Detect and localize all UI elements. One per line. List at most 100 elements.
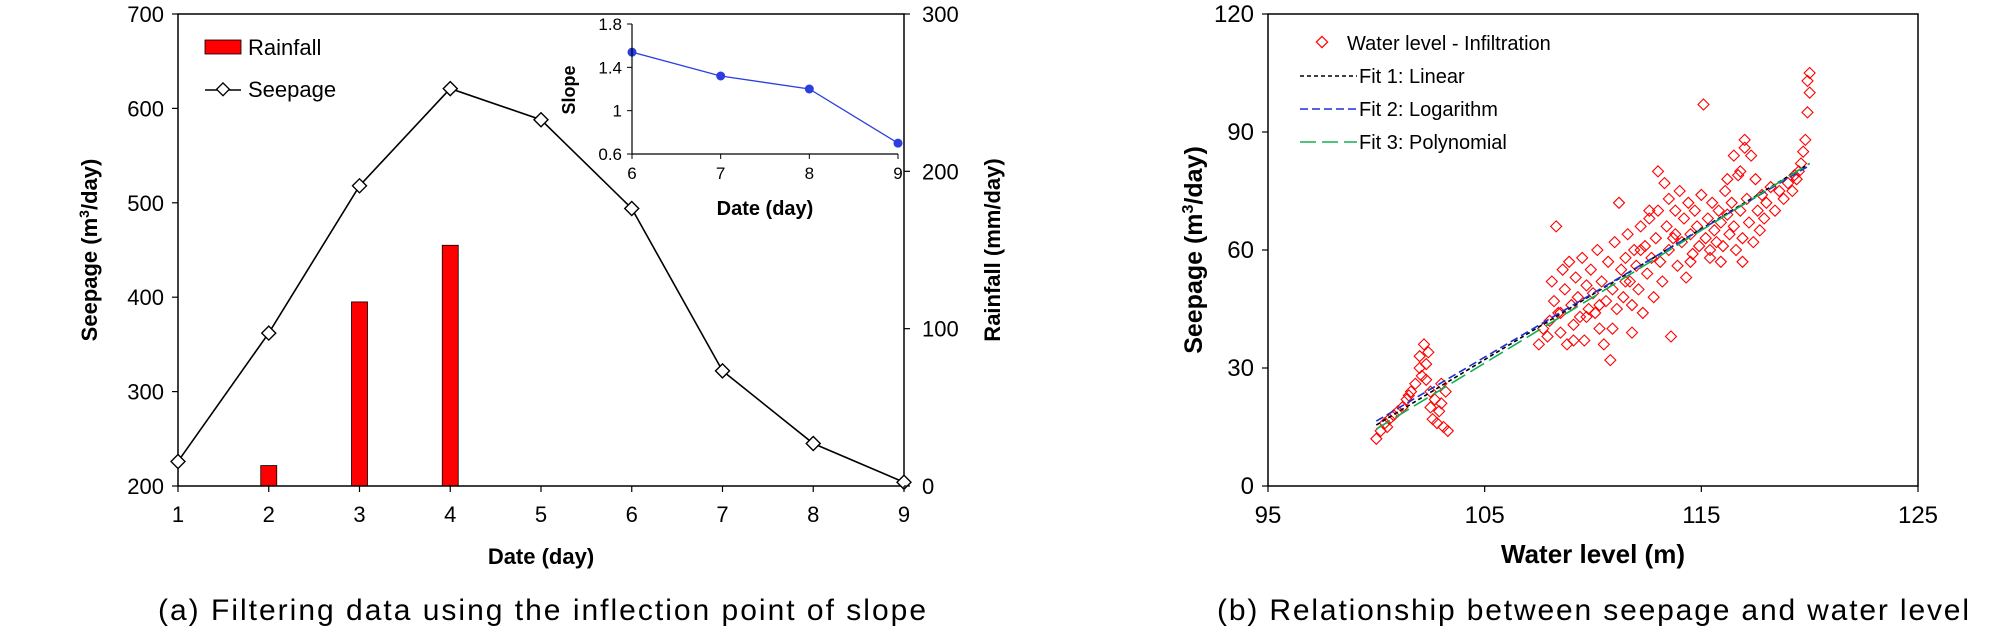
water-level-point — [1573, 310, 1587, 324]
water-level-point — [1567, 334, 1580, 347]
water-level-point — [1688, 204, 1702, 217]
water-level-point — [1664, 330, 1678, 343]
water-level-point — [1597, 338, 1611, 351]
water-level-point — [1619, 251, 1632, 265]
legend-scatter-label: Water level - Infiltration — [1347, 33, 1551, 55]
water-level-point — [1593, 322, 1606, 335]
water-level-point — [1647, 290, 1660, 304]
seepage-point — [805, 435, 822, 452]
x-tick-label: 95 — [1255, 502, 1282, 529]
y-left-tick-label: 600 — [127, 96, 164, 121]
panel-b-legend: Water level - Infiltration Fit 1: Linear… — [1300, 33, 1551, 154]
inset-x-tick-label: 9 — [893, 164, 902, 183]
water-level-point — [1788, 168, 1801, 182]
water-level-point — [1738, 141, 1751, 155]
water-level-point — [1430, 416, 1444, 430]
seepage-point — [260, 325, 277, 342]
panel-b-y-axis-title: Seepage (m3/day) — [1180, 146, 1208, 354]
inset-x-tick-label: 7 — [716, 164, 725, 183]
water-level-point — [1653, 255, 1667, 269]
water-level-point — [1604, 353, 1617, 367]
seepage-point — [623, 200, 640, 217]
water-level-point — [1747, 235, 1760, 249]
water-level-point — [1435, 397, 1448, 410]
fit-lines — [1375, 162, 1811, 430]
water-level-point — [1714, 255, 1728, 269]
water-level-point — [1428, 393, 1442, 406]
rainfall-bar — [441, 244, 459, 487]
y-tick-label: 30 — [1227, 355, 1254, 382]
water-level-point — [1716, 239, 1730, 253]
water-level-point — [1617, 290, 1630, 304]
seepage-point — [442, 80, 459, 97]
seepage-point — [714, 362, 731, 379]
water-level-point — [1621, 227, 1634, 241]
water-level-point — [1727, 149, 1741, 162]
inset-x-tick-label: 6 — [627, 164, 636, 183]
water-level-infiltration-points — [1370, 66, 1816, 446]
water-level-point — [1591, 243, 1604, 257]
water-level-point — [1662, 243, 1676, 257]
water-level-point — [1736, 255, 1749, 269]
slope-point — [716, 71, 726, 81]
panel-b-y-ticks: 0 30 60 90 120 — [1214, 1, 1268, 500]
x-tick-label: 8 — [807, 502, 819, 527]
fit-line-3 — [1375, 162, 1811, 430]
water-level-point — [1656, 275, 1669, 288]
water-level-point — [1790, 172, 1803, 186]
water-level-point — [1796, 145, 1810, 158]
y-left-tick-label: 200 — [127, 474, 164, 499]
water-level-point — [1753, 224, 1767, 237]
water-level-point — [1729, 243, 1743, 257]
water-level-point — [1677, 212, 1691, 225]
slope-line — [631, 51, 899, 144]
water-level-point — [1742, 216, 1756, 229]
inset-y-tick-label: 1.8 — [598, 15, 622, 34]
inset-y-tick-label: 0.6 — [598, 145, 622, 164]
water-level-point — [1777, 192, 1790, 206]
slope-point — [804, 84, 814, 94]
water-level-point — [1601, 255, 1615, 269]
water-level-point — [1417, 338, 1431, 351]
water-level-point — [1630, 259, 1643, 273]
x-tick-label: 105 — [1465, 502, 1505, 529]
water-level-point — [1803, 66, 1816, 80]
water-level-point — [1725, 196, 1738, 210]
water-level-point — [1593, 298, 1606, 312]
water-level-point — [1549, 220, 1563, 233]
water-level-point — [1614, 263, 1628, 276]
x-tick-label: 9 — [898, 502, 910, 527]
water-level-point — [1738, 133, 1751, 147]
water-level-point — [1760, 196, 1773, 210]
water-level-point — [1660, 220, 1673, 233]
legend-fit2-label: Fit 2: Logarithm — [1359, 99, 1498, 121]
water-level-point — [1623, 275, 1637, 288]
water-level-point — [1727, 220, 1741, 233]
seepage-point — [170, 453, 186, 470]
panel-a-x-axis-title: Date (day) — [488, 544, 594, 569]
water-level-point — [1608, 235, 1621, 249]
legend-scatter-marker — [1315, 35, 1329, 49]
y-right-tick-label: 0 — [922, 474, 934, 499]
water-level-point — [1610, 302, 1624, 316]
water-level-point — [1703, 243, 1717, 257]
water-level-point — [1554, 326, 1567, 339]
water-level-point — [1422, 345, 1435, 359]
x-tick-label: 4 — [444, 502, 456, 527]
water-level-point — [1606, 322, 1619, 335]
x-tick-label: 125 — [1898, 502, 1938, 529]
water-level-point — [1751, 204, 1764, 217]
panel-b-x-axis-title: Water level (m) — [1501, 539, 1685, 569]
water-level-point — [1651, 165, 1665, 178]
water-level-point — [1413, 349, 1426, 363]
seepage-point — [533, 111, 549, 128]
water-level-point — [1580, 310, 1593, 324]
water-level-point — [1755, 188, 1769, 202]
water-level-point — [1697, 98, 1710, 111]
water-level-point — [1632, 283, 1645, 296]
water-level-point — [1786, 184, 1799, 198]
water-level-point — [1625, 326, 1639, 339]
y-tick-label: 60 — [1227, 237, 1254, 264]
water-level-point — [1651, 204, 1665, 217]
